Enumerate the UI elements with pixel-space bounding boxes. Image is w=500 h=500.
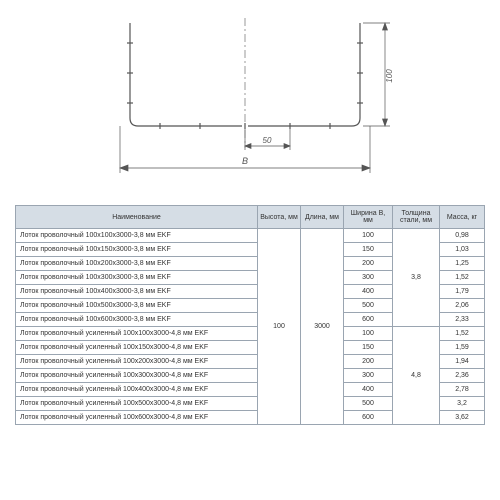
cell-width: 600 (344, 313, 393, 327)
cell-mass: 2,78 (440, 383, 485, 397)
cell-mass: 1,03 (440, 243, 485, 257)
cell-name: Лоток проволочный усиленный 100x100x3000… (16, 327, 258, 341)
cell-mass: 2,36 (440, 369, 485, 383)
cell-name: Лоток проволочный 100x150x3000-3,8 мм EK… (16, 243, 258, 257)
cell-name: Лоток проволочный усиленный 100x200x3000… (16, 355, 258, 369)
cell-mass: 2,33 (440, 313, 485, 327)
cell-thickness: 3,8 (393, 229, 440, 327)
cell-mass: 0,98 (440, 229, 485, 243)
cell-name: Лоток проволочный 100x500x3000-3,8 мм EK… (16, 299, 258, 313)
cell-length: 3000 (301, 229, 344, 425)
cell-width: 500 (344, 299, 393, 313)
cell-width: 400 (344, 285, 393, 299)
table-row: Лоток проволочный усиленный 100x100x3000… (16, 327, 485, 341)
col-length: Длина, мм (301, 206, 344, 229)
cell-width: 500 (344, 397, 393, 411)
cell-mass: 1,52 (440, 271, 485, 285)
cell-width: 100 (344, 229, 393, 243)
cell-name: Лоток проволочный усиленный 100x500x3000… (16, 397, 258, 411)
cell-name: Лоток проволочный 100x600x3000-3,8 мм EK… (16, 313, 258, 327)
col-width: Ширина B, мм (344, 206, 393, 229)
cell-thickness: 4,8 (393, 327, 440, 425)
cell-mass: 1,25 (440, 257, 485, 271)
cell-width: 100 (344, 327, 393, 341)
cell-mass: 1,52 (440, 327, 485, 341)
col-mass: Масса, кг (440, 206, 485, 229)
cell-width: 150 (344, 341, 393, 355)
cell-mass: 1,79 (440, 285, 485, 299)
cell-width: 600 (344, 411, 393, 425)
table-row: Лоток проволочный 100x100x3000-3,8 мм EK… (16, 229, 485, 243)
cell-width: 200 (344, 355, 393, 369)
dim-label-100: 100 (385, 68, 394, 82)
cell-name: Лоток проволочный усиленный 100x400x3000… (16, 383, 258, 397)
cell-mass: 1,94 (440, 355, 485, 369)
cell-mass: 3,2 (440, 397, 485, 411)
cell-mass: 1,59 (440, 341, 485, 355)
table-header-row: Наименование Высота, мм Длина, мм Ширина… (16, 206, 485, 229)
cell-name: Лоток проволочный 100x400x3000-3,8 мм EK… (16, 285, 258, 299)
cell-width: 300 (344, 369, 393, 383)
dim-label-b: B (242, 156, 248, 166)
cell-width: 150 (344, 243, 393, 257)
cell-mass: 3,62 (440, 411, 485, 425)
cell-width: 200 (344, 257, 393, 271)
col-name: Наименование (16, 206, 258, 229)
cell-name: Лоток проволочный усиленный 100x300x3000… (16, 369, 258, 383)
cell-name: Лоток проволочный 100x200x3000-3,8 мм EK… (16, 257, 258, 271)
cell-height: 100 (258, 229, 301, 425)
cell-name: Лоток проволочный 100x100x3000-3,8 мм EK… (16, 229, 258, 243)
cell-name: Лоток проволочный усиленный 100x150x3000… (16, 341, 258, 355)
spec-table: Наименование Высота, мм Длина, мм Ширина… (15, 205, 485, 425)
table-body: Лоток проволочный 100x100x3000-3,8 мм EK… (16, 229, 485, 425)
col-thickness: Толщина стали, мм (393, 206, 440, 229)
col-height: Высота, мм (258, 206, 301, 229)
cell-name: Лоток проволочный усиленный 100x600x3000… (16, 411, 258, 425)
technical-drawing: B 50 100 (15, 15, 485, 195)
cell-width: 300 (344, 271, 393, 285)
cell-width: 400 (344, 383, 393, 397)
cell-mass: 2,06 (440, 299, 485, 313)
dim-label-50: 50 (263, 136, 272, 145)
cell-name: Лоток проволочный 100x300x3000-3,8 мм EK… (16, 271, 258, 285)
